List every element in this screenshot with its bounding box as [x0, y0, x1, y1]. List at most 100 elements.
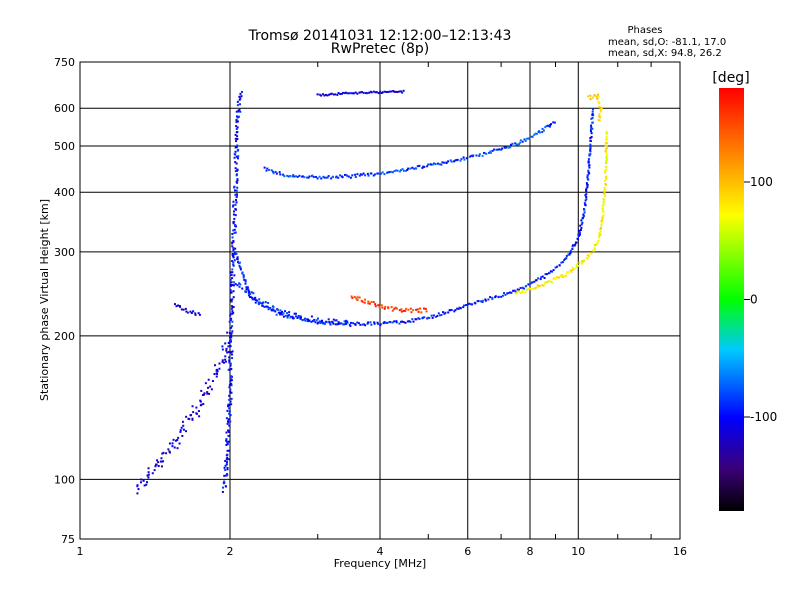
data-point [356, 296, 359, 299]
data-point [601, 219, 604, 222]
data-point [563, 259, 566, 262]
data-point [543, 276, 546, 279]
data-point [229, 335, 232, 338]
data-point [605, 175, 608, 178]
data-point [204, 382, 207, 385]
data-point [228, 412, 231, 415]
data-point [349, 176, 352, 179]
data-point [595, 95, 598, 98]
data-point [594, 244, 597, 247]
data-point [423, 316, 426, 319]
data-point [421, 316, 424, 319]
data-point [339, 174, 342, 177]
data-point [316, 177, 319, 180]
data-point [580, 219, 583, 222]
data-point [531, 135, 534, 138]
data-point [233, 284, 236, 287]
data-point [413, 167, 416, 170]
data-point [560, 274, 563, 277]
data-point [521, 289, 524, 292]
data-point [301, 175, 304, 178]
data-point [145, 483, 148, 486]
data-point [229, 273, 232, 276]
data-point [310, 315, 313, 318]
data-point [412, 320, 415, 323]
data-point [458, 306, 461, 309]
data-point [589, 130, 592, 133]
data-point [344, 320, 347, 323]
data-point [411, 166, 414, 169]
data-point [519, 141, 522, 144]
data-point [367, 174, 370, 177]
data-point [400, 310, 403, 313]
colorbar-tick-label: -100 [750, 410, 777, 424]
data-point [227, 420, 230, 423]
data-point [450, 160, 453, 163]
data-point [580, 223, 583, 226]
data-point [235, 201, 238, 204]
data-point [417, 317, 420, 320]
y-tick-label: 750 [54, 56, 75, 69]
data-point [226, 453, 229, 456]
data-point [586, 176, 589, 179]
data-point [318, 320, 321, 323]
data-point [228, 410, 231, 413]
data-point [379, 90, 382, 93]
data-point [537, 285, 540, 288]
data-point [605, 157, 608, 160]
data-point [587, 171, 590, 174]
data-point [231, 271, 234, 274]
data-point [230, 281, 233, 284]
data-point [407, 308, 410, 311]
data-point [236, 186, 239, 189]
data-point [364, 298, 367, 301]
data-point [421, 166, 424, 169]
data-point [230, 332, 233, 335]
data-point [232, 221, 235, 224]
data-point [153, 469, 156, 472]
y-tick-label: 100 [54, 473, 75, 486]
data-point [545, 125, 548, 128]
data-point [605, 137, 608, 140]
data-point [367, 321, 370, 324]
data-point [457, 307, 460, 310]
data-point [251, 296, 254, 299]
data-point [337, 323, 340, 326]
data-point [337, 321, 340, 324]
data-point [604, 149, 607, 152]
data-point [236, 256, 239, 259]
data-point [200, 403, 203, 406]
colorbar-ticks: 100 0 -100 [744, 175, 777, 424]
data-point [384, 305, 387, 308]
data-point [334, 319, 337, 322]
data-point [444, 311, 447, 314]
data-point [605, 148, 608, 151]
data-point [234, 231, 237, 234]
data-point [589, 149, 592, 152]
data-point [234, 133, 237, 136]
data-point [378, 305, 381, 308]
data-point [362, 91, 365, 94]
data-point [395, 321, 398, 324]
data-point [605, 155, 608, 158]
data-point [230, 334, 233, 337]
data-point [484, 298, 487, 301]
data-point [569, 249, 572, 252]
data-point [533, 280, 536, 283]
data-point [548, 125, 551, 128]
data-point [485, 152, 488, 155]
data-point [324, 93, 327, 96]
data-point [326, 176, 329, 179]
data-point [585, 190, 588, 193]
data-point [550, 123, 553, 126]
data-point [234, 223, 237, 226]
data-point [353, 295, 356, 298]
data-point [208, 392, 211, 395]
data-point [227, 440, 230, 443]
data-point [478, 153, 481, 156]
data-point [406, 168, 409, 171]
data-point [348, 92, 351, 95]
data-point [509, 143, 512, 146]
data-point [351, 296, 354, 299]
data-point [535, 279, 538, 282]
